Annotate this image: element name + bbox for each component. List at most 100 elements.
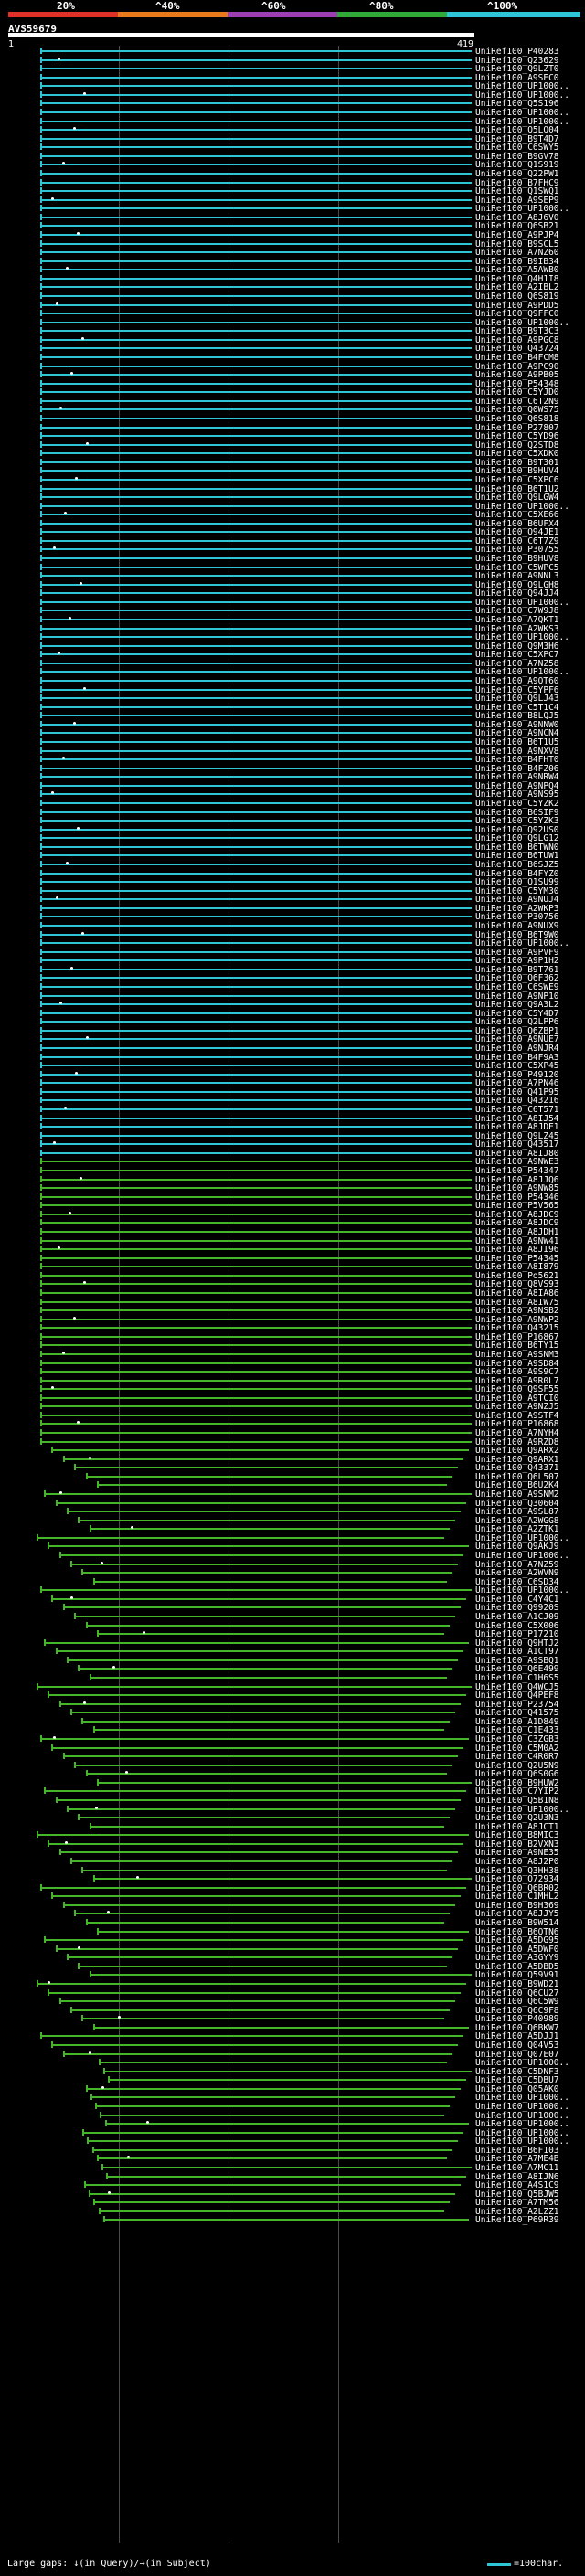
hit-label[interactable]: UniRef100_C1H6S5: [475, 1673, 559, 1684]
hit-label[interactable]: UniRef100_A2ZTK1: [475, 1524, 559, 1535]
hit-label[interactable]: UniRef100_Q0WS75: [475, 405, 559, 416]
hit-label[interactable]: UniRef100_Q4H1I8: [475, 273, 559, 284]
hit-label[interactable]: UniRef100_Q43371: [475, 1463, 559, 1474]
hit-label[interactable]: UniRef100_C4Y4C1: [475, 1594, 559, 1605]
hit-label[interactable]: UniRef100_B6SJZ5: [475, 860, 559, 870]
hit-label[interactable]: UniRef100_UP1000..: [475, 317, 569, 328]
hit-label[interactable]: UniRef100_A8J6V0: [475, 212, 559, 223]
hit-label[interactable]: UniRef100_Q1S919: [475, 160, 559, 171]
hit-label[interactable]: UniRef100_A5DJJ1: [475, 2031, 559, 2042]
hit-label[interactable]: UniRef100_P5V565: [475, 1201, 559, 1212]
hit-label[interactable]: UniRef100_C6SWE9: [475, 981, 559, 992]
hit-label[interactable]: UniRef100_A9NNL3: [475, 571, 559, 582]
hit-label[interactable]: UniRef100_A2WKP3: [475, 903, 559, 914]
hit-label[interactable]: UniRef100_A9SD84: [475, 1358, 559, 1369]
hit-label[interactable]: UniRef100_B4FHT0: [475, 755, 559, 766]
hit-label[interactable]: UniRef100_A8JCT1: [475, 1821, 559, 1832]
hit-label[interactable]: UniRef100_B6T1U2: [475, 483, 559, 494]
hit-label[interactable]: UniRef100_C7YIP2: [475, 1786, 559, 1797]
hit-label[interactable]: UniRef100_Q30604: [475, 1498, 559, 1509]
hit-label[interactable]: UniRef100_P27807: [475, 422, 559, 433]
hit-label[interactable]: UniRef100_UP1000..: [475, 107, 569, 118]
hit-label[interactable]: UniRef100_A8IJN6: [475, 2171, 559, 2182]
hit-label[interactable]: UniRef100_A7NZ58: [475, 658, 559, 669]
hit-label[interactable]: UniRef100_Q2U3N3: [475, 1813, 559, 1824]
hit-label[interactable]: UniRef100_Q9LG12: [475, 833, 559, 844]
hit-label[interactable]: UniRef100_C5DNF3: [475, 2066, 559, 2077]
hit-label[interactable]: UniRef100_A9NW41: [475, 1235, 559, 1246]
hit-label[interactable]: UniRef100_C1E433: [475, 1725, 559, 1736]
hit-label[interactable]: UniRef100_P54348: [475, 378, 559, 389]
hit-label[interactable]: UniRef100_Q6S0G6: [475, 1769, 559, 1780]
hit-label[interactable]: UniRef100_A9SNM2: [475, 1489, 559, 1500]
hit-label[interactable]: UniRef100_B8MIC3: [475, 1830, 559, 1841]
hit-label[interactable]: UniRef100_Q05AK0: [475, 2083, 559, 2094]
hit-label[interactable]: UniRef100_Q9FFC0: [475, 309, 559, 320]
hit-label[interactable]: UniRef100_A9NUX9: [475, 921, 559, 931]
hit-label[interactable]: UniRef100_A9R0L7: [475, 1375, 559, 1386]
hit-label[interactable]: UniRef100_C3ZGB3: [475, 1734, 559, 1744]
hit-label[interactable]: UniRef100_A8JDH1: [475, 1226, 559, 1237]
hit-label[interactable]: UniRef100_A9TCI0: [475, 1393, 559, 1404]
hit-label[interactable]: UniRef100_C5XDK0: [475, 449, 559, 460]
hit-label[interactable]: UniRef100_B6U2K4: [475, 1480, 559, 1491]
hit-label[interactable]: UniRef100_Q43724: [475, 344, 559, 355]
hit-label[interactable]: UniRef100_B4FZ06: [475, 763, 559, 774]
hit-label[interactable]: UniRef100_A9PVF9: [475, 947, 559, 958]
hit-label[interactable]: UniRef100_A8IA86: [475, 1288, 559, 1299]
hit-label[interactable]: UniRef100_Q2LPP6: [475, 1017, 559, 1028]
hit-label[interactable]: UniRef100_A8J2P0: [475, 1856, 559, 1867]
hit-label[interactable]: UniRef100_B9GV78: [475, 151, 559, 162]
hit-label[interactable]: UniRef100_C5YZK3: [475, 816, 559, 827]
hit-label[interactable]: UniRef100_B9T3C3: [475, 326, 559, 337]
hit-label[interactable]: UniRef100_A5DG95: [475, 1935, 559, 1946]
hit-label[interactable]: UniRef100_P40283: [475, 47, 559, 57]
hit-label[interactable]: UniRef100_A8JDC9: [475, 1218, 559, 1229]
hit-label[interactable]: UniRef100_UP1000..: [475, 1804, 569, 1815]
hit-label[interactable]: UniRef100_O72934: [475, 1874, 559, 1885]
hit-label[interactable]: UniRef100_UP1000..: [475, 597, 569, 608]
hit-label[interactable]: UniRef100_P69R39: [475, 2215, 559, 2226]
hit-label[interactable]: UniRef100_B9HUV4: [475, 466, 559, 477]
hit-label[interactable]: UniRef100_A9SEP9: [475, 195, 559, 206]
hit-label[interactable]: UniRef100_Q4PEF8: [475, 1691, 559, 1701]
hit-label[interactable]: UniRef100_B7FHC9: [475, 177, 559, 188]
hit-label[interactable]: UniRef100_A1CJ09: [475, 1612, 559, 1623]
hit-label[interactable]: UniRef100_A5DBD5: [475, 1961, 559, 1972]
hit-label[interactable]: UniRef100_C1MHL2: [475, 1892, 559, 1903]
hit-label[interactable]: UniRef100_Q1SWQ1: [475, 186, 559, 197]
hit-label[interactable]: UniRef100_C6T571: [475, 1104, 559, 1115]
hit-label[interactable]: UniRef100_A9NWP2: [475, 1314, 559, 1325]
hit-label[interactable]: UniRef100_A5AWB0: [475, 265, 559, 276]
hit-label[interactable]: UniRef100_A7QKT1: [475, 615, 559, 626]
hit-label[interactable]: UniRef100_Q9LZ45: [475, 1130, 559, 1141]
hit-label[interactable]: UniRef100_UP1000..: [475, 938, 569, 949]
hit-label[interactable]: UniRef100_Q41575: [475, 1708, 559, 1719]
hit-label[interactable]: UniRef100_A8JJQ6: [475, 1174, 559, 1185]
hit-label[interactable]: UniRef100_Q9ARX1: [475, 1454, 559, 1465]
hit-label[interactable]: UniRef100_P16867: [475, 1331, 559, 1342]
hit-label[interactable]: UniRef100_A4S1C9: [475, 2180, 559, 2191]
hit-label[interactable]: UniRef100_A9NCN4: [475, 728, 559, 739]
hit-label[interactable]: UniRef100_C5YZK2: [475, 799, 559, 810]
hit-label[interactable]: UniRef100_A7NYH4: [475, 1428, 559, 1439]
hit-label[interactable]: UniRef100_A8JJY5: [475, 1909, 559, 1920]
hit-label[interactable]: UniRef100_Q4WCJ5: [475, 1681, 559, 1692]
hit-label[interactable]: UniRef100_P30755: [475, 545, 559, 556]
hit-label[interactable]: UniRef100_A2WGG8: [475, 1515, 559, 1526]
hit-label[interactable]: UniRef100_A9NUE7: [475, 1034, 559, 1045]
hit-label[interactable]: UniRef100_A9NNW0: [475, 719, 559, 730]
hit-label[interactable]: UniRef100_Q9ARX2: [475, 1446, 559, 1457]
hit-label[interactable]: UniRef100_UP1000..: [475, 2093, 569, 2104]
hit-label[interactable]: UniRef100_A9SEC0: [475, 72, 559, 83]
hit-label[interactable]: UniRef100_UP1000..: [475, 1585, 569, 1596]
hit-label[interactable]: UniRef100_Q6SB21: [475, 221, 559, 232]
hit-label[interactable]: UniRef100_C6SD34: [475, 1576, 559, 1587]
hit-label[interactable]: UniRef100_Q9LGH8: [475, 579, 559, 590]
hit-label[interactable]: UniRef100_A9NWE3: [475, 1157, 559, 1168]
hit-label[interactable]: UniRef100_UP1000..: [475, 632, 569, 643]
hit-label[interactable]: UniRef100_Q9LGW4: [475, 493, 559, 504]
hit-label[interactable]: UniRef100_B6T9W0: [475, 929, 559, 940]
hit-label[interactable]: UniRef100_C5WPC5: [475, 562, 559, 573]
hit-label[interactable]: UniRef100_C5YM30: [475, 885, 559, 896]
